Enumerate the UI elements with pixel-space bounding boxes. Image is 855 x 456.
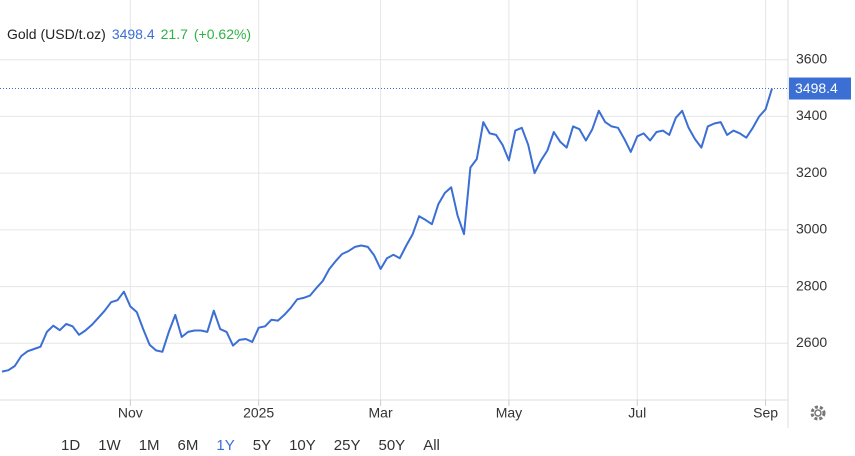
range-button[interactable]: 25Y [333, 437, 361, 454]
change-percent: (+0.62%) [193, 26, 252, 42]
range-button[interactable]: All [423, 437, 440, 454]
header: Gold (USD/t.oz) 3498.4 21.7 (+0.62%) [7, 26, 257, 42]
y-tick-label: 2800 [796, 277, 827, 293]
gear-teeth [810, 405, 826, 421]
gear-hub [814, 409, 822, 417]
y-tick-label: 3000 [796, 221, 827, 237]
x-tick-label: Jul [628, 405, 646, 421]
range-buttons: 1D 1W 1M 6M 1Y 5Y 10Y 25Y 50Y All [52, 437, 449, 454]
price-line [1, 88, 773, 373]
instrument-title: Gold (USD/t.oz) [7, 26, 106, 42]
y-tick-label: 2600 [796, 334, 827, 350]
plot-layer: 2600 2800 3000 3200 3400 3600 Nov 2025 Mar May Jul… [0, 50, 851, 421]
x-tick-label: 2025 [243, 405, 274, 421]
x-tick-label: Mar [369, 405, 393, 421]
last-price-label: 3498.4 [795, 80, 838, 96]
range-button[interactable]: 6M [177, 437, 199, 454]
last-price-tag [789, 77, 851, 100]
price: 3498.4 [111, 26, 155, 42]
change: 21.7 [160, 26, 188, 42]
y-tick-label: 3600 [796, 50, 827, 66]
range-button[interactable]: 10Y [289, 437, 316, 454]
range-button[interactable]: 1M [138, 437, 160, 454]
x-tick-label: May [496, 405, 522, 421]
x-tick-label: Sep [753, 405, 778, 421]
range-button[interactable]: 1D [61, 437, 81, 454]
range-button[interactable]: 1Y [216, 437, 235, 454]
y-tick-label: 3200 [796, 164, 827, 180]
settings-icon[interactable] [810, 405, 826, 421]
range-button[interactable]: 50Y [378, 437, 406, 454]
range-button[interactable]: 1W [98, 437, 121, 454]
range-button[interactable]: 5Y [252, 437, 272, 454]
y-tick-label: 3400 [796, 107, 827, 123]
x-tick-label: Nov [118, 405, 143, 421]
